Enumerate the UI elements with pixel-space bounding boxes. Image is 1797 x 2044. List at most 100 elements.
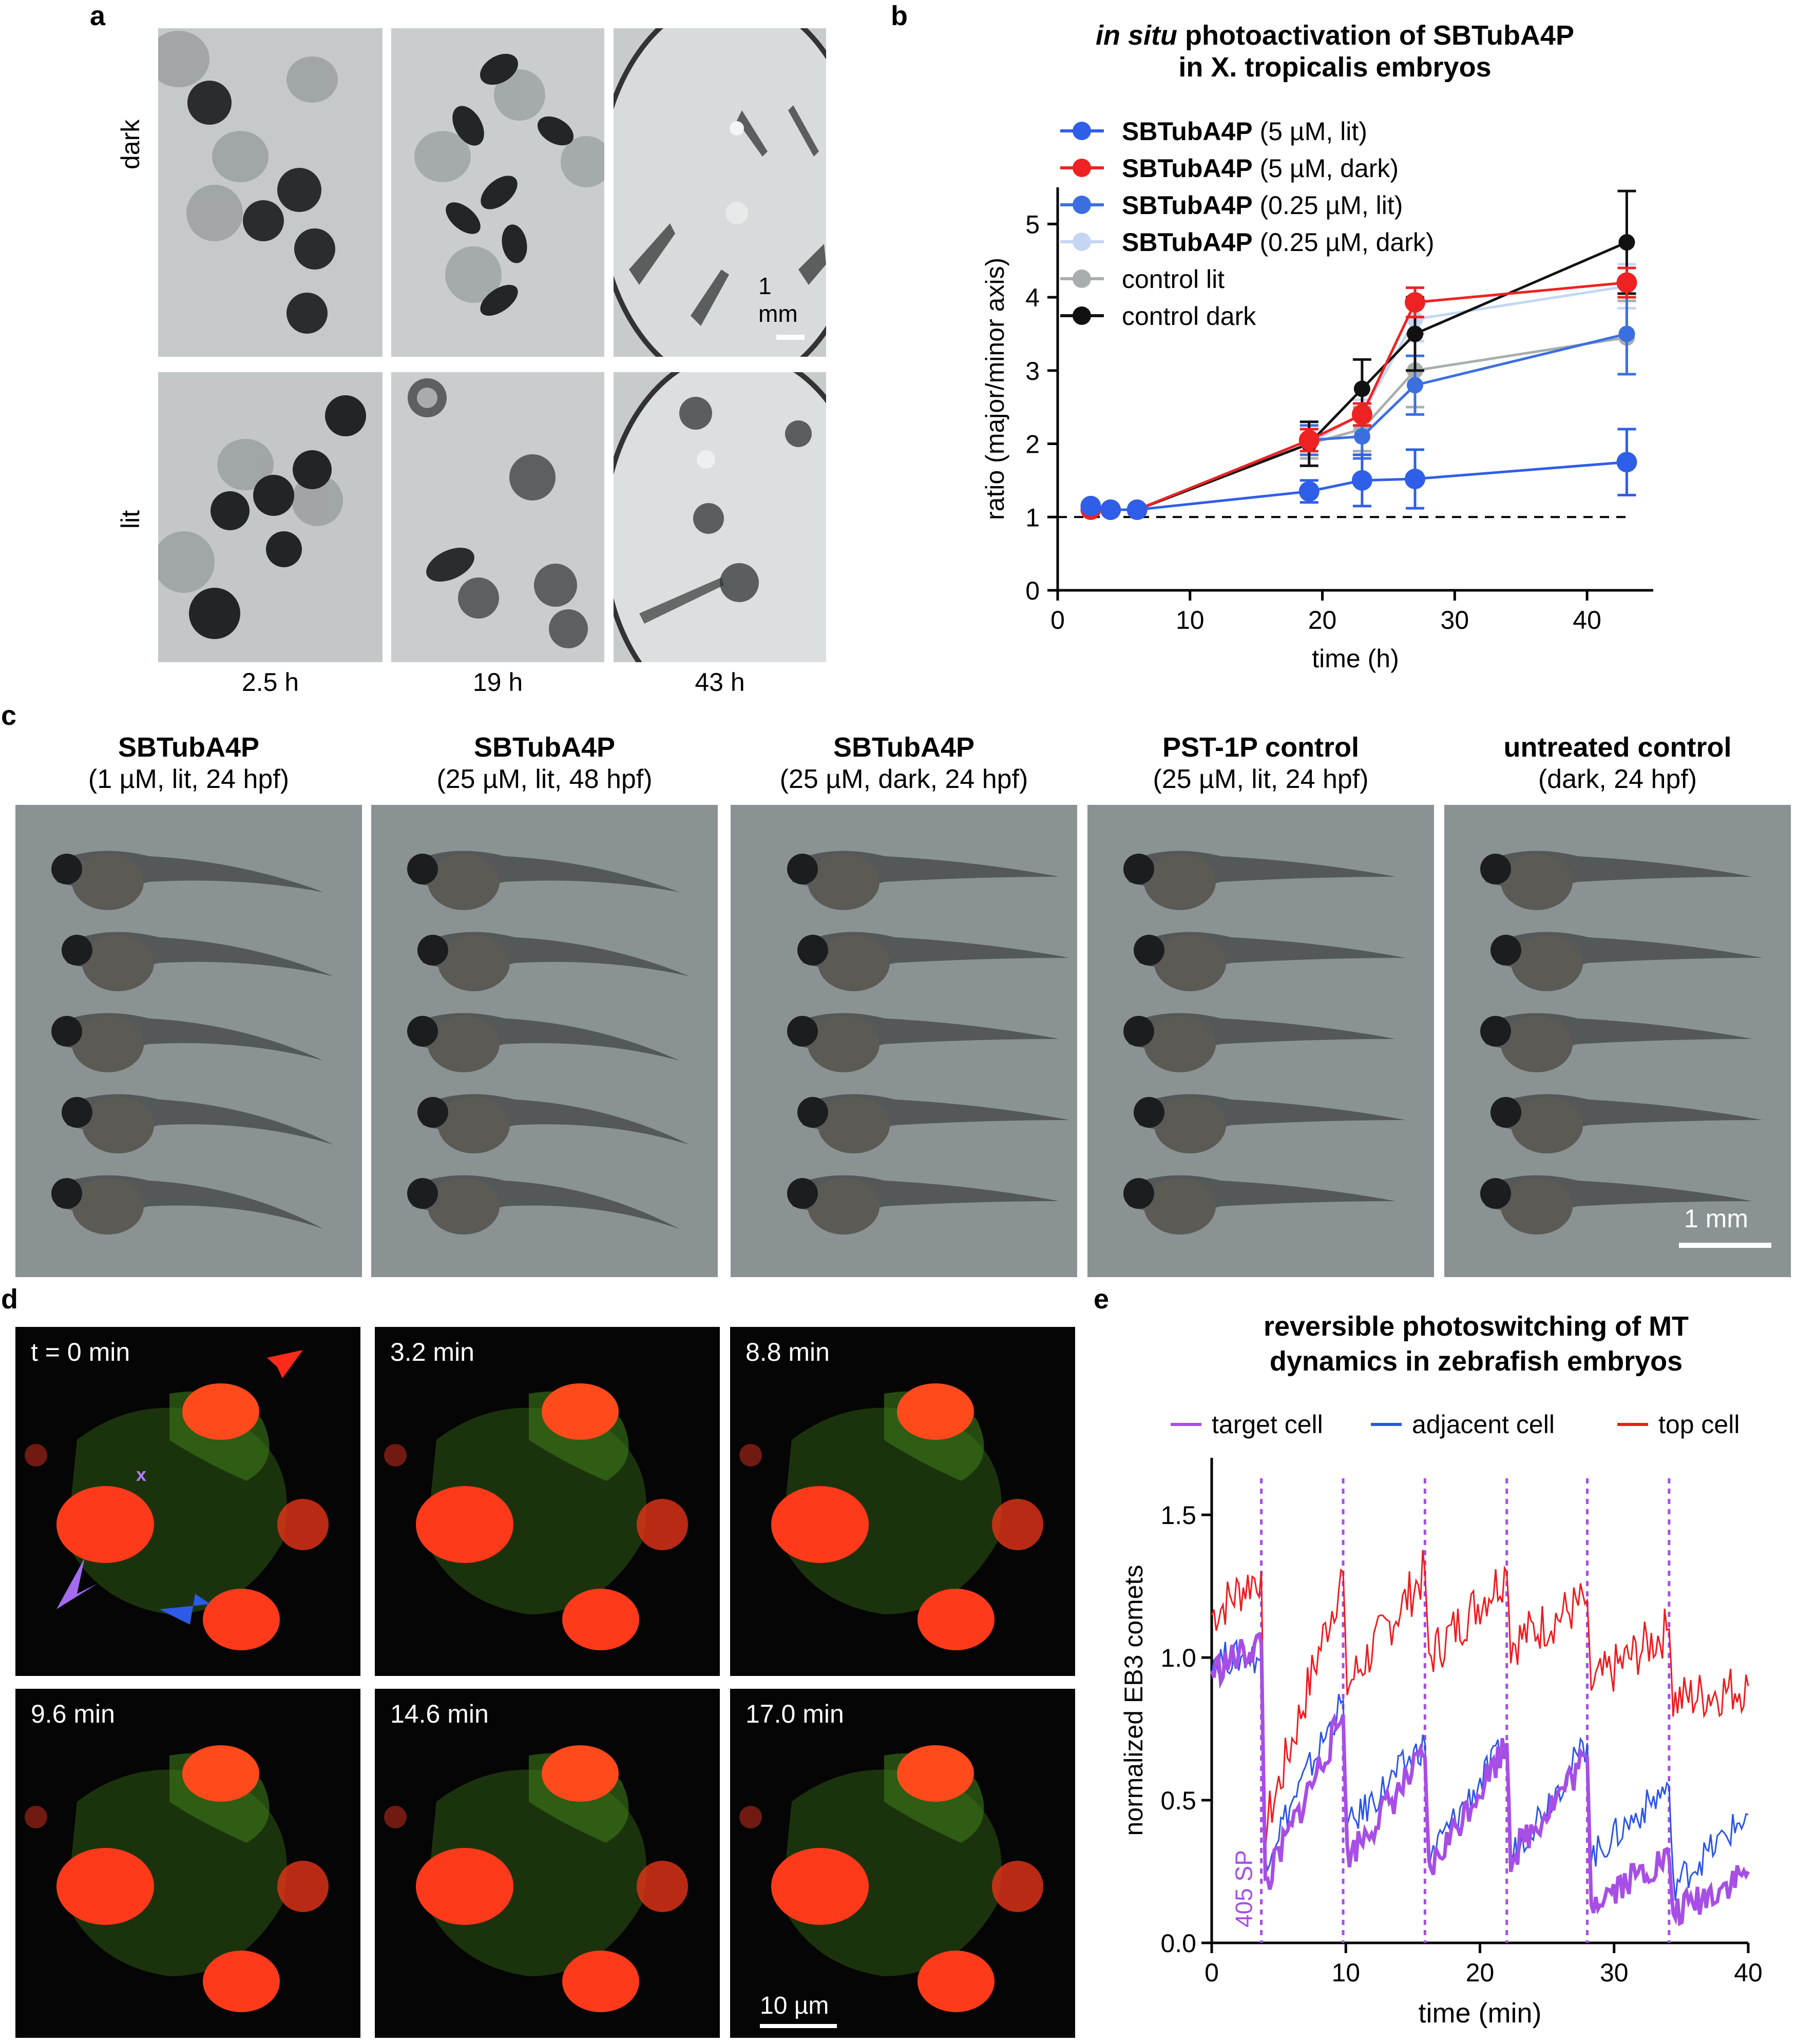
zebrafish-embryo — [1480, 851, 1752, 910]
chart-e-legend-item: top cell — [1617, 1410, 1739, 1439]
panel-d-frame: 17.0 min — [730, 1689, 1075, 2038]
panel-c-photo — [1444, 805, 1791, 1277]
chart-b-xtick-label: 20 — [1308, 606, 1337, 634]
zebrafish-embryo — [1490, 932, 1763, 991]
embryo-eye — [1123, 854, 1154, 884]
embryo-yolk — [428, 854, 500, 910]
panel-c-column-title: untreated control — [1503, 732, 1732, 763]
zebrafish-embryo — [62, 932, 334, 991]
nucleus — [992, 1499, 1043, 1550]
embryo-eye — [51, 1178, 82, 1209]
zebrafish-embryo — [787, 851, 1059, 910]
nucleus — [917, 1951, 995, 2012]
panel-d-frame: 8.8 min — [730, 1327, 1075, 1676]
panel-c-label: c — [1, 700, 17, 731]
embryo-yolk — [1154, 1097, 1226, 1153]
nucleus — [182, 1383, 259, 1440]
embryo-eye — [62, 935, 92, 966]
nucleus — [277, 1861, 329, 1912]
nucleus — [897, 1383, 974, 1440]
chart-b-point — [1298, 430, 1320, 451]
embryo-yolk — [438, 935, 510, 991]
embryo-eye — [797, 1097, 828, 1128]
chart-e-legend-item: adjacent cell — [1371, 1410, 1555, 1439]
panel-d-frame: 14.6 min — [375, 1689, 720, 2038]
panel-c-photo — [1087, 805, 1434, 1277]
zebrafish-embryo — [787, 1175, 1059, 1235]
embryo-eye — [417, 935, 448, 966]
embryo-yolk — [428, 1016, 500, 1072]
panel-d-frame-image — [739, 1745, 1043, 2012]
chart-e-legend-label: top cell — [1658, 1410, 1739, 1439]
zebrafish-embryo — [407, 1013, 679, 1072]
embryo-eye — [787, 1016, 818, 1047]
nucleus — [416, 1486, 513, 1563]
embryo-eye — [797, 935, 828, 966]
embryo-eye — [1490, 1097, 1521, 1128]
chart-e-pulse-annotation: 405 SP — [1231, 1850, 1257, 1927]
panel-c-photo-image — [1123, 851, 1406, 1235]
photo-a-lit-19h — [391, 372, 604, 662]
zebrafish-embryo — [417, 932, 690, 991]
nucleus — [384, 1806, 407, 1828]
time-label-2h: 2.5 h — [241, 668, 299, 697]
chart-e-title-line1: reversible photoswitching of MT — [1263, 1311, 1689, 1342]
zebrafish-embryo — [1480, 1175, 1752, 1235]
target-marker: x — [136, 1464, 146, 1485]
time-label-19h: 19 h — [472, 668, 523, 697]
zebrafish-embryo — [51, 1013, 323, 1072]
nucleus — [771, 1848, 869, 1925]
cell-cluster — [384, 1383, 688, 1650]
time-label-43h: 43 h — [695, 668, 745, 697]
chart-e-xlabel: time (min) — [1419, 1998, 1542, 2029]
embryo-yolk — [808, 1016, 880, 1072]
embryo-eye — [787, 1178, 818, 1209]
chart-b-legend-rest: (0.25 µM, lit) — [1253, 191, 1403, 220]
chart-b-ytick-label: 0 — [1025, 576, 1040, 605]
chart-b-legend-bold: SBTubA4P — [1122, 191, 1253, 220]
nucleus — [992, 1861, 1043, 1912]
chart-b-legend-marker — [1073, 233, 1091, 251]
panel-c-column-title: SBTubA4P — [833, 732, 974, 763]
panel-d-frame-image: x — [25, 1350, 329, 1650]
chart-b-legend-bold: SBTubA4P — [1122, 154, 1253, 183]
zebrafish-embryo — [407, 851, 679, 910]
embryo-yolk — [818, 935, 890, 991]
panel-d-time-label: 3.2 min — [390, 1338, 474, 1366]
cell-cluster — [25, 1745, 329, 2012]
chart-b-point — [1353, 380, 1370, 397]
embryo-yolk — [1144, 1178, 1216, 1235]
chart-e-ytick-label: 1.0 — [1160, 1644, 1196, 1672]
nucleus — [562, 1589, 639, 1650]
panel-c-photo-image — [407, 851, 690, 1235]
embryo-eye — [1123, 1178, 1154, 1209]
zebrafish-embryo — [797, 1094, 1069, 1153]
embryo-eye — [417, 1097, 448, 1128]
chart-b-xtick-label: 10 — [1176, 606, 1205, 634]
chart-b-point — [1407, 325, 1423, 342]
zebrafish-embryo — [1490, 1094, 1763, 1153]
embryo-yolk — [1501, 854, 1573, 910]
chart-b-legend-marker — [1073, 196, 1091, 214]
chart-b-point — [1351, 404, 1372, 425]
nucleus — [277, 1499, 329, 1550]
embryo-eye — [1134, 935, 1164, 966]
scalebar-d-bar — [760, 2024, 837, 2028]
zebrafish-embryo — [787, 1013, 1059, 1072]
panel-d-time-label: 17.0 min — [745, 1700, 844, 1728]
panel-c-column-subtitle: (25 µM, dark, 24 hpf) — [779, 764, 1028, 794]
embryo-eye — [1490, 935, 1521, 966]
embryo-eye — [407, 854, 438, 884]
cell-cluster — [25, 1383, 329, 1650]
embryo-yolk — [72, 1178, 144, 1235]
panel-c-photo-image — [787, 851, 1069, 1235]
panel-d-time-label: 8.8 min — [745, 1338, 830, 1366]
embryo-eye — [407, 1016, 438, 1047]
embryo-eye — [1480, 1016, 1511, 1047]
embryo-yolk — [428, 1178, 500, 1235]
panel-c-photo — [371, 805, 718, 1277]
embryo-eye — [407, 1178, 438, 1209]
chart-b-point — [1618, 234, 1635, 251]
chart-e-ytick-label: 0.0 — [1160, 1929, 1196, 1958]
panel-d-frame-image — [384, 1383, 688, 1650]
